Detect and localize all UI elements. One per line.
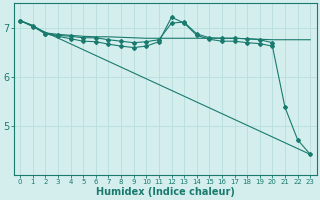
X-axis label: Humidex (Indice chaleur): Humidex (Indice chaleur) — [96, 187, 235, 197]
